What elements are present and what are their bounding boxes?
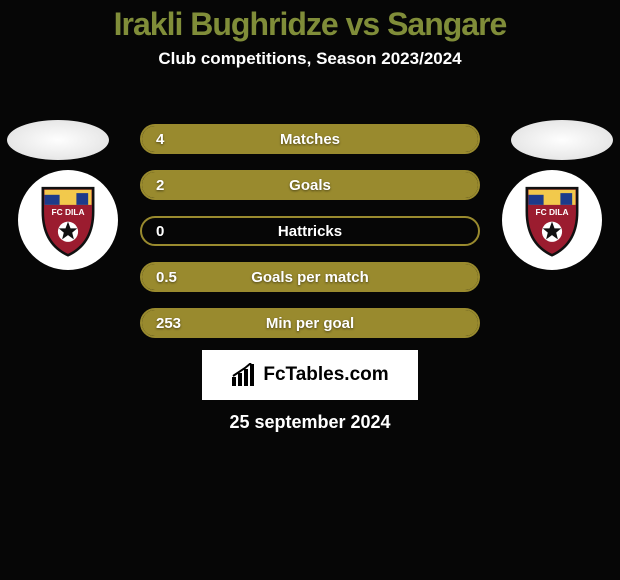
player-photo-placeholder-left	[7, 120, 109, 160]
stat-row-min-per-goal: 253 Min per goal	[140, 308, 480, 338]
stat-metric-label: Goals	[289, 177, 331, 194]
date-line: 25 september 2024	[229, 412, 390, 433]
stat-row-hattricks: 0 Hattricks	[140, 216, 480, 246]
stat-metric-label: Goals per match	[251, 269, 369, 286]
stat-row-goals-per-match: 0.5 Goals per match	[140, 262, 480, 292]
stat-value-left: 253	[156, 315, 181, 332]
stat-value-left: 0.5	[156, 269, 177, 286]
stat-value-left: 4	[156, 131, 164, 148]
svg-text:FC DILA: FC DILA	[51, 207, 84, 217]
stat-row-matches: 4 Matches	[140, 124, 480, 154]
stat-bars: 4 Matches 2 Goals 0 Hattricks 0.5 Goals per mat…	[140, 124, 480, 354]
club-badge-right: FC DILA	[502, 170, 602, 270]
watermark: FcTables.com	[202, 350, 418, 400]
club-badge-left: FC DILA	[18, 170, 118, 270]
subtitle: Club competitions, Season 2023/2024	[0, 49, 620, 69]
stat-metric-label: Hattricks	[278, 223, 342, 240]
stat-row-goals: 2 Goals	[140, 170, 480, 200]
watermark-text: FcTables.com	[263, 364, 388, 386]
stat-metric-label: Matches	[280, 131, 340, 148]
stat-value-left: 2	[156, 177, 164, 194]
page-title: Irakli Bughridze vs Sangare	[0, 0, 620, 43]
player-photo-placeholder-right	[511, 120, 613, 160]
stat-metric-label: Min per goal	[266, 315, 354, 332]
stat-value-left: 0	[156, 223, 164, 240]
bar-chart-icon	[231, 363, 257, 387]
svg-text:FC DILA: FC DILA	[535, 207, 568, 217]
